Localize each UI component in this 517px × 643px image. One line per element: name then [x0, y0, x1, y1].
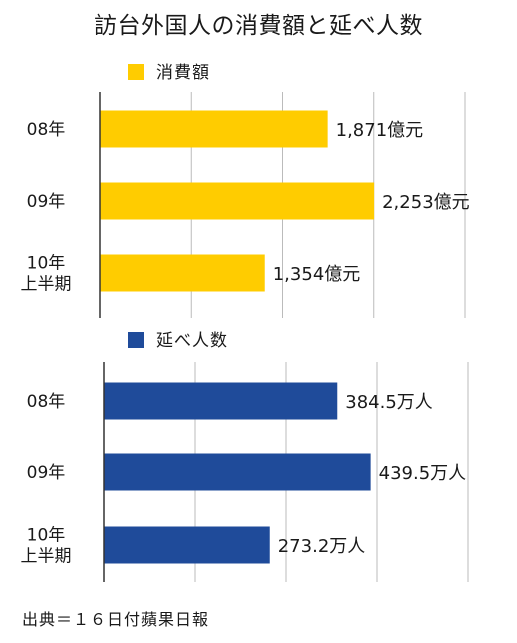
visitors-legend-label: 延べ人数	[156, 331, 228, 351]
visitors-data-label: 273.2万人	[278, 536, 366, 557]
visitors-data-label: 384.5万人	[345, 392, 433, 413]
visitors-category-label: 09年	[27, 463, 66, 483]
spending-data-label: 2,253億元	[382, 192, 470, 213]
spending-bar	[100, 182, 375, 220]
visitors-category-label: 08年	[27, 392, 66, 412]
visitors-bar	[104, 453, 371, 491]
spending-data-label: 1,871億元	[336, 120, 424, 141]
spending-bar	[100, 254, 265, 292]
spending-category-label: 08年	[27, 120, 66, 140]
visitors-legend-swatch	[128, 332, 144, 348]
spending-legend-label: 消費額	[156, 63, 210, 83]
source-note: 出典＝１６日付蘋果日報	[22, 610, 210, 629]
spending-category-label: 10年上半期	[21, 254, 72, 295]
spending-category-label: 09年	[27, 192, 66, 212]
spending-legend-swatch	[128, 64, 144, 80]
visitors-bar	[104, 382, 338, 420]
chart-title: 訪台外国人の消費額と延べ人数	[94, 13, 423, 39]
visitors-data-label: 439.5万人	[379, 463, 467, 484]
visitors-category-label: 10年上半期	[21, 526, 72, 567]
visitors-bar	[104, 526, 270, 564]
spending-bar	[100, 110, 328, 148]
spending-data-label: 1,354億元	[273, 264, 361, 285]
